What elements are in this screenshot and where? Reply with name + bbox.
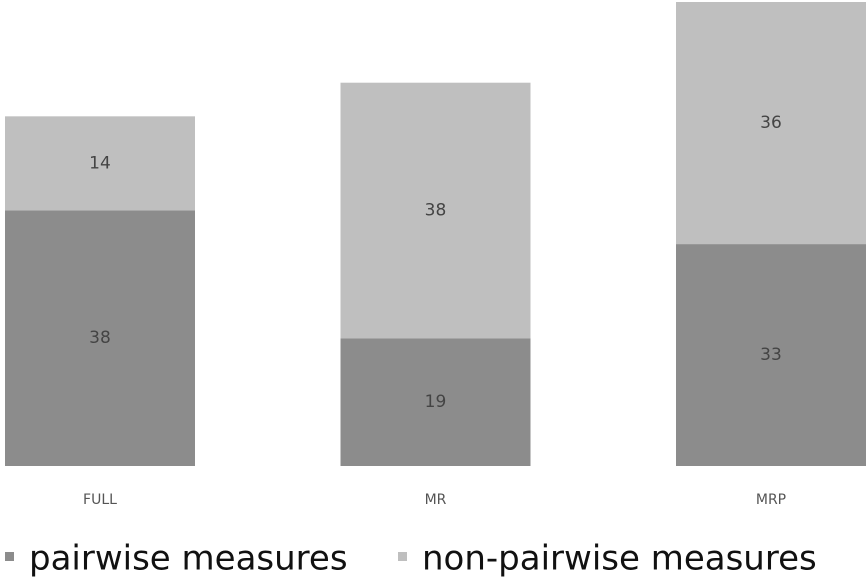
- value-label: 14: [89, 153, 111, 173]
- value-label: 33: [760, 345, 782, 365]
- bar-segment: [340, 82, 531, 339]
- legend-label: pairwise measures: [29, 539, 348, 579]
- bar-segment: [676, 244, 866, 466]
- x-tick-label: FULL: [83, 492, 117, 508]
- bar-segment: [676, 2, 866, 245]
- bar-segment: [5, 116, 195, 211]
- value-label: 19: [425, 392, 447, 412]
- legend-marker: [398, 552, 407, 561]
- value-label: 38: [89, 328, 111, 348]
- legend-marker: [5, 552, 14, 561]
- bar-segment: [5, 210, 195, 466]
- legend-label: non-pairwise measures: [422, 539, 817, 579]
- x-tick-label: MRP: [756, 492, 786, 508]
- value-label: 36: [760, 113, 782, 133]
- value-label: 38: [425, 200, 447, 220]
- x-tick-label: MR: [425, 492, 447, 508]
- bar-segment: [340, 338, 531, 466]
